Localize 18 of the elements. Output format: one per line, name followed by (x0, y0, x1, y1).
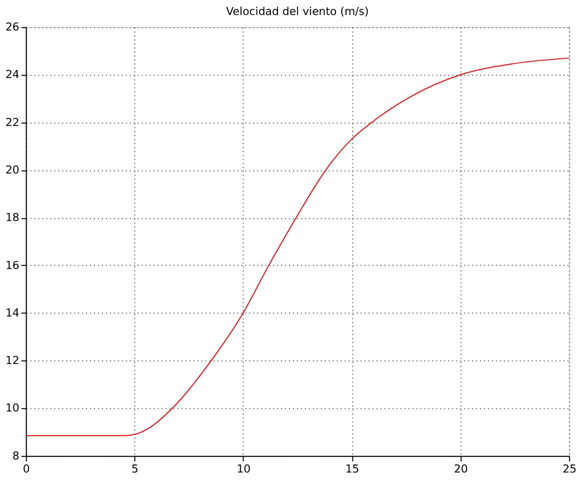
y-tick-label: 12 (5, 354, 20, 368)
y-tick-label: 18 (5, 211, 20, 224)
y-tick-label: 24 (5, 68, 20, 82)
y-tick-label: 14 (5, 306, 20, 320)
y-tick-label: 10 (5, 402, 20, 415)
y-tick-label: 20 (5, 164, 20, 177)
y-tick-label: 22 (5, 116, 20, 129)
y-tick-label: 26 (5, 20, 20, 34)
x-tick-label: 0 (22, 462, 30, 476)
line-series (25, 58, 570, 436)
x-tick-label: 10 (236, 462, 251, 476)
x-tick-label: 5 (132, 462, 138, 476)
x-tick-label: 25 (562, 462, 577, 476)
y-tick-label: 16 (5, 258, 20, 272)
x-tick-label: 20 (454, 462, 468, 476)
chart-title: Velocidad del viento (m/s) (226, 5, 369, 18)
x-tick-label: 15 (345, 462, 360, 476)
y-tick-label: 8 (12, 449, 20, 462)
